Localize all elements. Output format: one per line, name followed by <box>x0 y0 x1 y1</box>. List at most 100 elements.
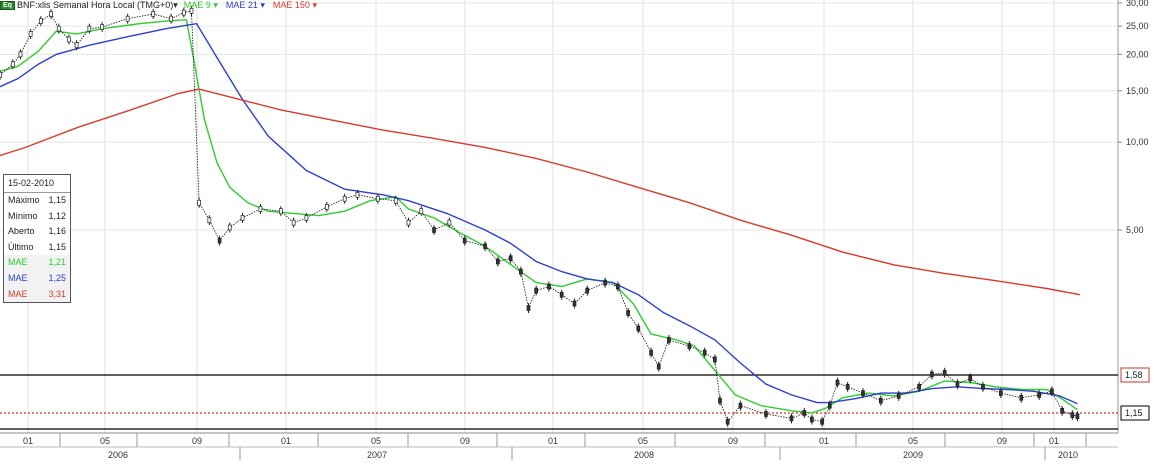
candle-body <box>181 9 186 16</box>
data-window-date: 15-02-2010 <box>4 175 70 193</box>
candle-body <box>355 191 360 198</box>
app-logo-icon: Eq <box>0 0 15 10</box>
y-tick-label: 10,00 <box>1126 137 1149 147</box>
month-tick-label: 01 <box>548 436 558 446</box>
chart-header: Eq BNF:xlis Semanal Hora Local (TMG+0)▾ … <box>0 0 325 12</box>
candle-body <box>603 279 607 286</box>
candle-body <box>789 415 794 422</box>
data-window-value: 1,12 <box>48 210 66 221</box>
chevron-down-icon: ▾ <box>312 0 317 10</box>
month-tick-label: 01 <box>1049 436 1059 446</box>
candle-body <box>835 379 840 386</box>
data-window-row: Último 1,15 <box>4 240 70 256</box>
y-tick-label: 20,00 <box>1126 49 1149 59</box>
candle-body <box>483 243 487 250</box>
candle-body <box>342 195 347 202</box>
y-tick-label: 25,00 <box>1126 21 1149 31</box>
candle-body <box>656 363 661 370</box>
month-tick-label: 09 <box>728 436 738 446</box>
candle-body <box>879 397 883 404</box>
price-tag-label: 1,58 <box>1125 370 1143 380</box>
candle-body <box>304 215 309 221</box>
data-window-value: 1,21 <box>48 257 66 268</box>
ma21-dropdown[interactable]: MAE 21 ▾ <box>226 0 265 11</box>
data-window-label: MAE <box>8 257 28 268</box>
candle-body <box>189 7 194 14</box>
data-window-value: 1,15 <box>48 241 66 252</box>
data-window-row: MAE 3,31 <box>4 286 70 303</box>
candle-body <box>56 25 61 32</box>
candle-body <box>547 283 551 290</box>
candle-body <box>508 255 513 262</box>
ma150-label: MAE 150 <box>272 0 310 10</box>
data-window-label: Mínimo <box>8 210 38 221</box>
data-window-row: Mínimo 1,12 <box>4 209 70 225</box>
month-tick-label: 05 <box>371 436 381 446</box>
candle-body <box>526 305 531 311</box>
candle-body <box>738 402 743 409</box>
candle-body <box>585 287 590 294</box>
month-tick-label: 01 <box>281 436 291 446</box>
candle-body <box>820 418 824 425</box>
candle-body <box>49 11 53 17</box>
candle-body <box>764 411 768 417</box>
candle-body <box>419 208 424 215</box>
candle-body <box>1060 407 1064 414</box>
ma21-label: MAE 21 <box>225 0 258 10</box>
data-window-row: Máximo 1,15 <box>4 193 70 209</box>
candle-body <box>376 195 380 202</box>
candle-body <box>496 258 500 265</box>
candle-body <box>702 349 707 356</box>
data-window-value: 1,25 <box>48 272 66 283</box>
candle-body <box>87 25 92 32</box>
data-window-value: 1,15 <box>48 195 66 205</box>
candle-body <box>125 15 130 22</box>
candle-body <box>240 215 245 221</box>
candle-body <box>917 383 921 390</box>
candle-body <box>572 300 577 307</box>
month-tick-label: 05 <box>638 436 648 446</box>
candle-body <box>406 219 411 226</box>
data-window-row: Aberto 1,16 <box>4 224 70 240</box>
candle-body <box>279 208 283 215</box>
ma9-dropdown[interactable]: MAE 9 ▾ <box>184 0 218 11</box>
ma9-label: MAE 9 <box>183 0 211 10</box>
candle-body <box>616 283 620 290</box>
candle-body <box>258 206 263 212</box>
candle-body <box>534 287 539 294</box>
candle-body <box>802 410 807 416</box>
data-window-value: 3,31 <box>48 288 66 299</box>
y-tick-label: 5,00 <box>1126 225 1144 235</box>
chevron-down-icon: ▾ <box>260 0 265 10</box>
candle-body <box>1037 392 1041 398</box>
candle-body <box>197 199 201 206</box>
price-tag <box>1120 405 1150 421</box>
year-label: 2010 <box>1058 450 1078 460</box>
ma150-dropdown[interactable]: MAE 150 ▾ <box>273 0 317 11</box>
candle-body <box>74 42 79 49</box>
price-tag <box>1120 367 1150 383</box>
data-window-label: Último <box>8 241 34 252</box>
candle-body <box>930 371 934 378</box>
candle-body <box>845 383 850 390</box>
candle-body <box>955 381 960 388</box>
candle-body <box>1075 413 1080 420</box>
month-tick-label: 05 <box>908 436 918 446</box>
month-tick-label: 01 <box>23 436 33 446</box>
candle-body <box>151 11 156 17</box>
data-window-label: Aberto <box>8 226 35 237</box>
candle-body <box>649 349 653 356</box>
month-tick-label: 09 <box>997 436 1007 446</box>
candle-body <box>1070 412 1075 418</box>
y-tick-label: 30,00 <box>1126 0 1149 8</box>
candle-body <box>942 369 947 376</box>
ma-series-1 <box>0 22 1078 405</box>
symbol-dropdown[interactable]: BNF:xlis Semanal Hora Local (TMG+0)▾ <box>17 0 178 11</box>
candle-body <box>28 31 33 37</box>
year-label: 2008 <box>634 450 654 460</box>
year-label: 2009 <box>903 450 923 460</box>
data-window-rows: Máximo 1,15 Mínimo 1,12 Aberto 1,16 Último 1,15… <box>4 193 70 303</box>
data-window-label: MAE <box>8 272 28 283</box>
candle-body <box>713 356 717 363</box>
